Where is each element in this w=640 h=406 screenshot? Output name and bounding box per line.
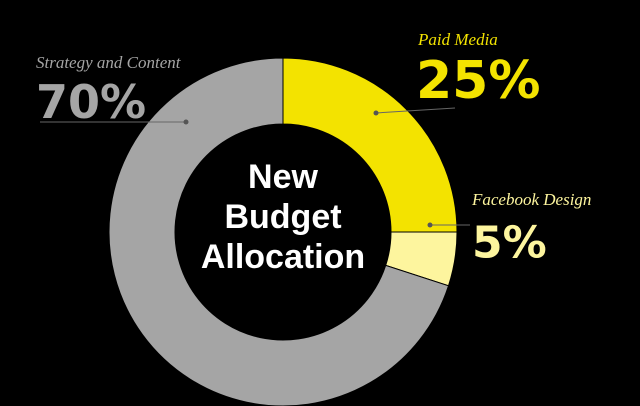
leader-dot bbox=[373, 110, 379, 116]
title-line: New bbox=[248, 158, 318, 196]
title-line: Budget bbox=[224, 198, 341, 236]
slice-name: Facebook Design bbox=[471, 190, 591, 209]
leader-dot bbox=[427, 222, 433, 228]
leader-dot bbox=[183, 119, 189, 125]
slice-name: Paid Media bbox=[417, 30, 498, 49]
labels: Paid Media 25% Facebook Design 5% Strategy a… bbox=[36, 30, 591, 268]
value-label: 25% bbox=[416, 51, 540, 111]
slice-name: Strategy and Content bbox=[36, 53, 182, 72]
donut-slice bbox=[282, 57, 458, 233]
slices bbox=[108, 57, 458, 406]
value-label: 5% bbox=[472, 217, 547, 268]
title-line: Allocation bbox=[201, 238, 365, 276]
leader-line bbox=[375, 107, 456, 114]
value-label: 70% bbox=[36, 75, 146, 129]
